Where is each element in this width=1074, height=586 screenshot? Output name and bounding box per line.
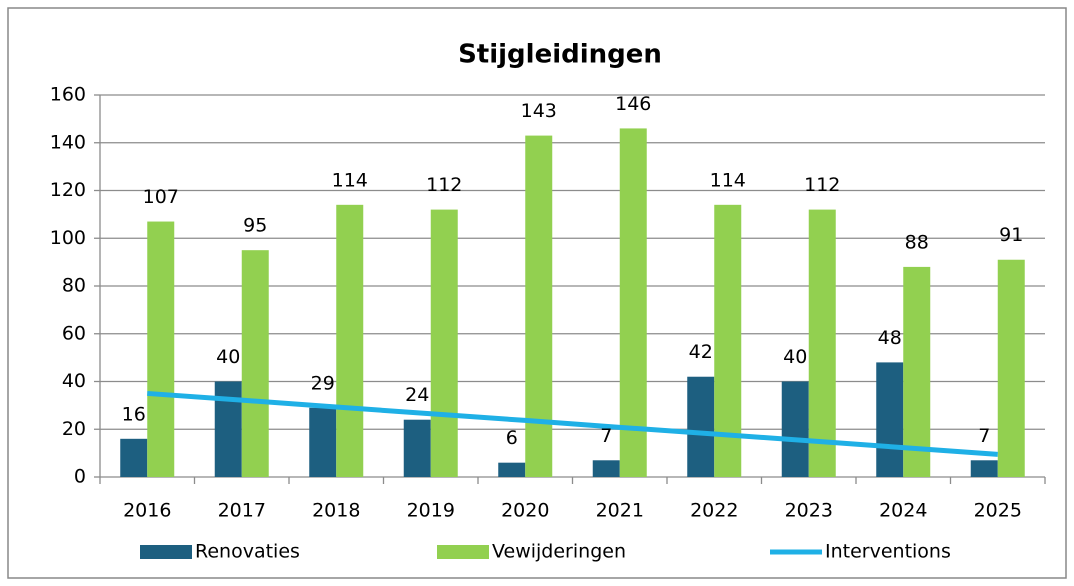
- legend-label: Vewijderingen: [492, 541, 626, 563]
- y-tick-label: 120: [50, 179, 86, 201]
- data-label: 29: [311, 372, 335, 394]
- bar: [714, 204, 742, 477]
- bar: [903, 266, 931, 477]
- bar: [336, 204, 364, 477]
- data-label: 40: [216, 346, 240, 368]
- x-tick-label: 2018: [312, 500, 360, 522]
- bar: [241, 250, 269, 477]
- legend-label: Renovaties: [195, 541, 300, 563]
- data-label: 88: [905, 231, 929, 253]
- bar: [781, 381, 809, 477]
- bar: [309, 407, 337, 477]
- bar: [970, 460, 998, 477]
- x-tick-label: 2019: [407, 500, 455, 522]
- bar: [876, 362, 904, 477]
- legend-swatch: [140, 545, 192, 559]
- chart-title: Stijgleidingen: [458, 40, 662, 70]
- bar: [147, 221, 175, 477]
- x-tick-label: 2025: [974, 500, 1022, 522]
- legend-swatch: [437, 545, 489, 559]
- data-label: 143: [521, 100, 557, 122]
- bar: [214, 381, 242, 477]
- data-label: 42: [689, 341, 713, 363]
- data-label: 112: [426, 174, 462, 196]
- y-tick-label: 160: [50, 84, 86, 106]
- data-label: 16: [122, 403, 146, 425]
- y-tick-label: 140: [50, 131, 86, 153]
- data-label: 6: [506, 427, 518, 449]
- data-label: 112: [804, 174, 840, 196]
- bar: [403, 419, 431, 477]
- x-tick-label: 2017: [218, 500, 266, 522]
- data-label: 114: [332, 169, 368, 191]
- y-tick-label: 80: [62, 275, 86, 297]
- legend-label: Interventions: [825, 541, 951, 563]
- y-tick-label: 100: [50, 227, 86, 249]
- data-label: 7: [600, 425, 612, 447]
- data-label: 107: [143, 186, 179, 208]
- data-label: 48: [878, 327, 902, 349]
- bar: [430, 209, 458, 477]
- bar: [498, 462, 526, 477]
- bar: [997, 259, 1025, 477]
- x-tick-label: 2020: [501, 500, 549, 522]
- x-tick-label: 2021: [596, 500, 644, 522]
- x-tick-label: 2016: [123, 500, 171, 522]
- x-tick-label: 2022: [690, 500, 738, 522]
- bar: [808, 209, 836, 477]
- data-label: 24: [405, 384, 429, 406]
- bar: [619, 128, 647, 478]
- data-label: 114: [710, 169, 746, 191]
- data-label: 91: [999, 224, 1023, 246]
- bar: [592, 460, 620, 477]
- y-tick-label: 60: [62, 322, 86, 344]
- data-label: 146: [615, 93, 651, 115]
- y-tick-label: 0: [74, 466, 86, 488]
- bar: [687, 376, 715, 477]
- data-label: 95: [243, 215, 267, 237]
- data-label: 40: [783, 346, 807, 368]
- data-label: 7: [978, 425, 990, 447]
- bar: [525, 135, 553, 477]
- x-tick-label: 2023: [785, 500, 833, 522]
- y-tick-label: 40: [62, 370, 86, 392]
- bar: [120, 438, 148, 477]
- y-tick-label: 20: [62, 418, 86, 440]
- x-tick-label: 2024: [879, 500, 927, 522]
- trend-line: [147, 390, 998, 457]
